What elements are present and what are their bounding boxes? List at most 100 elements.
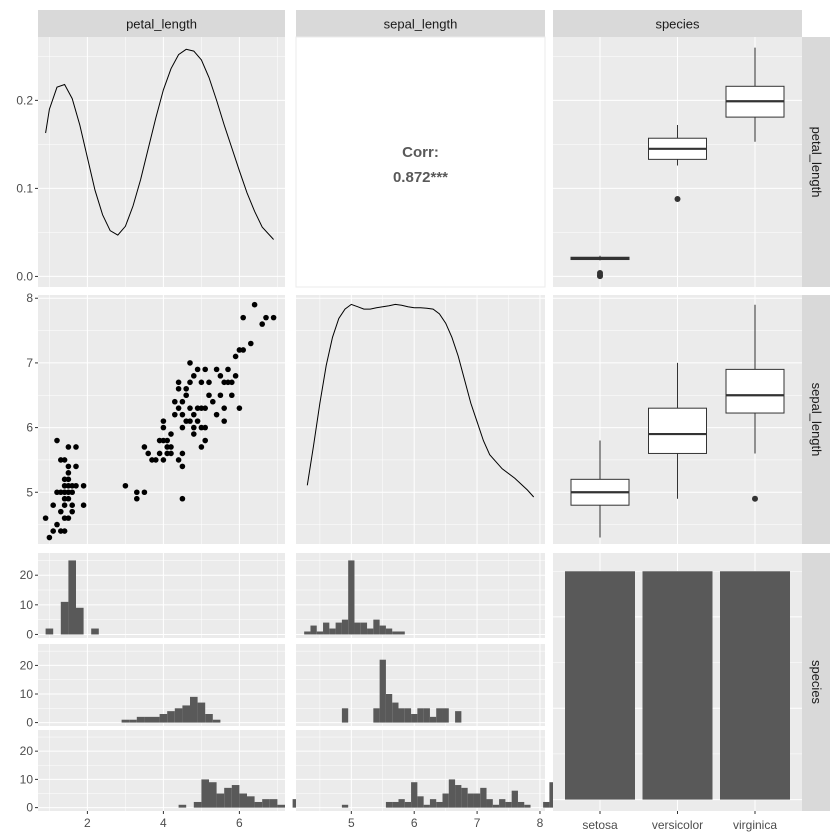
- row-strip-label-petal-length: petal_length: [809, 127, 824, 198]
- scatter-point: [172, 411, 178, 418]
- scatter-point: [229, 379, 235, 386]
- scatter-point: [217, 392, 224, 399]
- scatter-point: [183, 392, 189, 399]
- scatter-point: [54, 521, 60, 528]
- hist-bar-versicolor: [182, 705, 190, 723]
- scatter-point: [183, 385, 189, 392]
- scatter-point: [206, 392, 212, 399]
- hist-bar-virginica: [423, 804, 430, 808]
- hist-bar-versicolor: [455, 711, 462, 723]
- column-strip-label-petal-length: petal_length: [126, 17, 197, 32]
- scatter-point: [164, 437, 170, 444]
- scatter-point: [240, 347, 246, 353]
- outlier-point: [752, 495, 758, 502]
- row-strip-label-species: species: [809, 660, 824, 705]
- scatter-point: [213, 411, 220, 418]
- scatter-point: [179, 495, 186, 502]
- box-virginica: [725, 368, 785, 414]
- scatter-point: [50, 528, 56, 534]
- scatter-point: [179, 450, 186, 457]
- hist-bar-virginica: [486, 799, 493, 808]
- correlation-panel-background: [295, 36, 546, 288]
- y-tick-label: 0.0: [16, 269, 33, 283]
- scatter-point: [248, 340, 254, 347]
- hist-bar-versicolor: [167, 711, 175, 723]
- x-tick-label: 5: [348, 816, 355, 830]
- hist-bar-setosa: [341, 619, 349, 635]
- hist-bar-virginica: [231, 785, 240, 808]
- hist-bar-setosa: [398, 631, 405, 635]
- hist-bar-versicolor: [341, 708, 349, 723]
- scatter-point: [80, 502, 87, 508]
- hist-bar-setosa: [335, 622, 342, 635]
- scatter-point: [141, 489, 148, 496]
- column-strip-sepal-length: [296, 10, 545, 37]
- scatter-point: [229, 392, 235, 399]
- scatter-point: [202, 437, 208, 444]
- scatter-point: [202, 424, 208, 431]
- scatter-point: [168, 431, 174, 437]
- hist-bar-virginica: [193, 801, 202, 808]
- x-tick-label: 2: [84, 816, 91, 830]
- hist-bar-versicolor: [190, 696, 198, 723]
- hist-bar-virginica: [455, 785, 462, 808]
- y-tick-label: 0: [26, 627, 33, 641]
- scatter-point: [251, 301, 258, 308]
- facet-background-versicolor: [38, 644, 285, 726]
- hist-bar-virginica: [417, 796, 424, 808]
- scatter-point: [236, 405, 243, 411]
- scatter-point: [160, 457, 167, 463]
- scatter-point: [61, 502, 68, 508]
- hist-bar-virginica: [436, 801, 443, 808]
- panel-petal-length-histograms: [38, 553, 308, 811]
- y-tick-label: 0.2: [16, 93, 33, 107]
- panel-scatter-petal-vs-sepal: [38, 295, 285, 544]
- scatter-point: [65, 444, 72, 450]
- scatter-point: [191, 431, 197, 437]
- hist-bar-virginica: [224, 787, 232, 808]
- scatter-point: [198, 444, 205, 450]
- hist-bar-versicolor: [442, 708, 449, 723]
- hist-bar-virginica: [277, 804, 285, 808]
- hist-bar-virginica: [262, 799, 270, 808]
- hist-bar-virginica: [178, 804, 187, 808]
- scatter-point: [61, 528, 68, 534]
- scatter-point: [168, 450, 174, 457]
- scatter-point: [65, 476, 72, 483]
- hist-bar-versicolor: [398, 708, 405, 723]
- scatter-point: [217, 373, 224, 379]
- y-tick-label: 5: [26, 485, 33, 499]
- scatter-point: [65, 463, 72, 470]
- row-strip-petal-length: [802, 37, 830, 287]
- scatter-point: [232, 353, 239, 360]
- scatter-point: [175, 405, 182, 411]
- panel-sepal-length-boxplot: [553, 295, 802, 544]
- hist-bar-virginica: [209, 782, 217, 808]
- hist-bar-virginica: [499, 799, 506, 808]
- scatter-point: [42, 515, 49, 521]
- hist-bar-versicolor: [129, 719, 137, 723]
- scatter-point: [187, 405, 193, 411]
- x-category-label: virginica: [733, 818, 777, 832]
- scatter-point: [172, 398, 178, 405]
- hist-bar-setosa: [45, 628, 54, 635]
- row-strip-label-sepal-length: sepal_length: [809, 383, 824, 457]
- scatter-point: [141, 444, 148, 450]
- x-tick-label: 4: [160, 816, 167, 830]
- y-tick-label: 20: [20, 568, 34, 582]
- panel-sepal-length-histograms: [296, 553, 613, 811]
- hist-bar-versicolor: [144, 716, 152, 723]
- hist-bar-setosa: [329, 628, 336, 635]
- scatter-point: [175, 385, 182, 392]
- hist-bar-versicolor: [205, 714, 213, 723]
- hist-bar-virginica: [467, 793, 474, 808]
- hist-bar-versicolor: [379, 659, 386, 723]
- scatter-point: [187, 379, 193, 386]
- y-tick-label: 20: [20, 658, 34, 672]
- hist-bar-virginica: [398, 799, 405, 808]
- scatter-point: [80, 482, 87, 489]
- scatter-point: [263, 314, 269, 321]
- hist-bar-virginica: [448, 779, 456, 808]
- hist-bar-virginica: [429, 799, 437, 808]
- y-tick-label: 0: [26, 801, 33, 815]
